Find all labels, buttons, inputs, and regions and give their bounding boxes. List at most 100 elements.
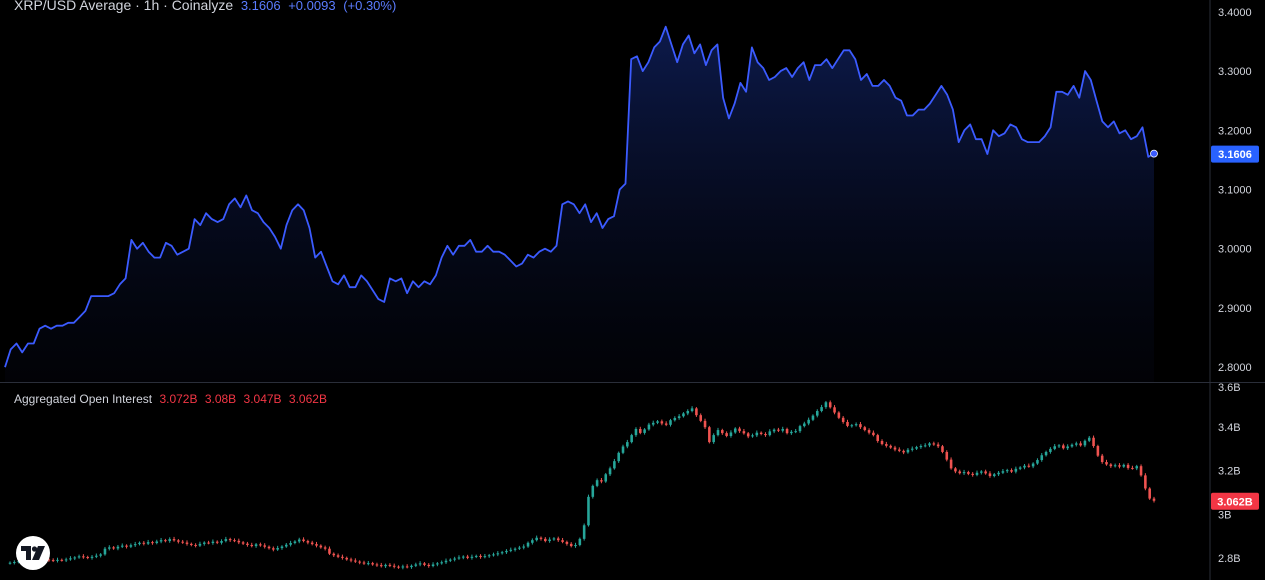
oi-candle-body — [785, 428, 789, 434]
oi-candle-body — [794, 431, 797, 433]
oi-candle-body — [1040, 455, 1044, 461]
oi-candle-body — [544, 538, 547, 542]
oi-candle-body — [379, 565, 383, 567]
oi-candle-body — [561, 540, 564, 542]
oi-candle-body — [945, 451, 949, 460]
oi-candle-body — [1070, 444, 1074, 447]
oi-candle-body — [988, 473, 992, 477]
oi-candle-body — [254, 544, 258, 547]
open-interest-high: 3.08B — [204, 392, 237, 406]
oi-candle-body — [1109, 464, 1113, 467]
oi-candle-body — [919, 446, 923, 448]
oi-candle-body — [1118, 465, 1121, 467]
oi-candle-body — [354, 560, 357, 562]
price-series-title: XRP/USD Average · 1h · Coinalyze — [14, 0, 234, 13]
oi-candle-body — [751, 435, 754, 437]
oi-candle-body — [509, 549, 513, 551]
oi-candle-body — [764, 434, 767, 436]
oi-candle-body — [388, 564, 392, 566]
oi-candle-body — [531, 540, 534, 543]
oi-candle-body — [1122, 464, 1126, 467]
oi-candle-body — [798, 426, 802, 432]
oi-candle-body — [781, 428, 785, 431]
oi-candle-body — [1062, 445, 1065, 449]
oi-candle-body — [319, 545, 323, 548]
oi-candle-body — [695, 408, 698, 416]
oi-candle-body — [824, 402, 828, 408]
oi-candle-body — [608, 468, 612, 475]
oi-candle-body — [803, 423, 806, 427]
oi-candle-body — [708, 427, 711, 443]
oi-candle-body — [1139, 466, 1143, 476]
oi-candle-body — [768, 431, 772, 436]
oi-candle-body — [820, 407, 823, 412]
price-axis-tick-label: 3.3000 — [1218, 66, 1252, 78]
price-last-point — [1150, 149, 1158, 158]
oi-axis-tick-label: 3.4B — [1218, 422, 1241, 434]
oi-candle-body — [120, 545, 124, 547]
oi-candle-body — [13, 562, 16, 564]
oi-candle-body — [371, 563, 374, 565]
oi-candle-body — [1044, 451, 1048, 456]
oi-candle-body — [673, 418, 677, 421]
price-last-badge-label: 3.1606 — [1218, 149, 1252, 161]
oi-candle-body — [492, 554, 495, 556]
oi-candle-body — [552, 538, 556, 540]
oi-candle-body — [1083, 440, 1087, 446]
oi-candle-body — [569, 543, 573, 547]
oi-candle-body — [51, 560, 55, 562]
oi-candle-body — [401, 566, 405, 568]
oi-candle-body — [190, 543, 193, 545]
oi-candle-body — [259, 544, 262, 546]
oi-candle-body — [863, 427, 867, 431]
oi-candle-body — [626, 442, 629, 447]
oi-candle-body — [323, 547, 327, 549]
open-interest-low: 3.047B — [243, 392, 282, 406]
oi-candle-body — [444, 560, 448, 563]
oi-candle-body — [73, 557, 77, 559]
price-line — [4, 25, 1155, 368]
oi-candle-body — [164, 540, 167, 542]
oi-candle-body — [846, 421, 849, 426]
oi-candle-body — [690, 408, 694, 412]
oi-candle-body — [267, 546, 271, 549]
oi-candle-body — [1001, 471, 1005, 473]
oi-candle-body — [859, 424, 862, 428]
oi-candle-body — [470, 556, 474, 558]
oi-candle-body — [906, 449, 910, 453]
oi-candle-body — [712, 435, 715, 443]
oi-candle-body — [1079, 443, 1082, 446]
oi-candle-body — [1049, 448, 1052, 452]
oi-candle-body — [664, 423, 668, 425]
oi-candle-body — [958, 471, 962, 474]
oi-candle-body — [56, 559, 59, 561]
oi-candle-body — [1023, 465, 1026, 468]
oi-candle-body — [699, 415, 703, 421]
oi-candle-body — [1027, 465, 1031, 467]
oi-candle-body — [284, 544, 288, 547]
oi-candle-body — [250, 544, 254, 547]
oi-candle-body — [556, 538, 560, 541]
oi-candle-body — [941, 446, 944, 452]
oi-candle-body — [1092, 437, 1095, 447]
oi-candle-body — [172, 539, 176, 541]
oi-candle-body — [1053, 446, 1056, 449]
oi-candle-body — [289, 543, 292, 545]
price-axis-tick-label: 3.4000 — [1218, 7, 1252, 19]
oi-candle-body — [224, 539, 228, 542]
oi-candle-body — [246, 543, 249, 545]
oi-candle-body — [345, 557, 349, 560]
oi-axis-tick-label: 3.2B — [1218, 466, 1241, 478]
oi-candle-body — [220, 541, 223, 543]
oi-candle-body — [47, 559, 51, 561]
oi-candle-body — [928, 443, 931, 446]
tradingview-logo-icon[interactable] — [16, 536, 50, 570]
oi-candle-body — [932, 443, 936, 445]
oi-candle-body — [643, 429, 646, 433]
oi-candle-body — [457, 557, 461, 559]
oi-candle-body — [1066, 446, 1069, 449]
oi-candle-body — [99, 554, 102, 556]
oi-candle-body — [600, 480, 603, 482]
